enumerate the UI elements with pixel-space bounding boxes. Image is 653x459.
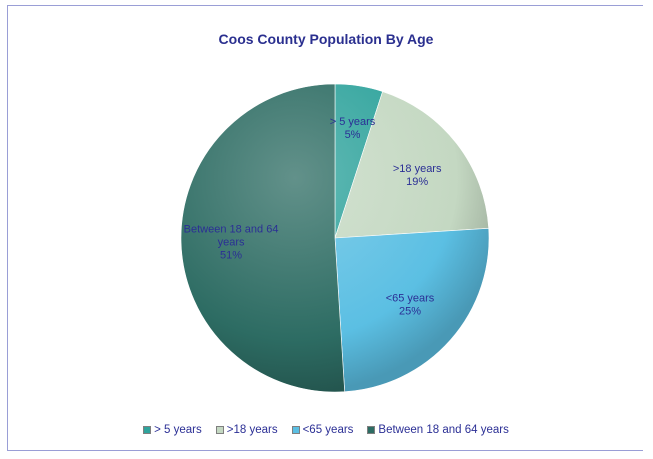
legend-swatch-under-65 [291, 426, 300, 434]
slice-percent-under-65: 25% [399, 306, 421, 318]
legend-item-18-to-64: Between 18 and 64 years [367, 424, 509, 436]
legend-item-under-5: > 5 years [143, 424, 202, 436]
legend-label-18-to-64: Between 18 and 64 years [378, 424, 509, 436]
pie-slice-over-18 [334, 91, 490, 239]
slice-percent-over-18: 19% [406, 176, 428, 188]
chart-area: Coos County Population By Age > 5 years 5… [7, 5, 643, 451]
legend-label-over-18: >18 years [226, 424, 278, 436]
legend-swatch-over-18 [215, 426, 224, 434]
slice-label-18-to-64: years [218, 236, 245, 248]
pie-slices [180, 83, 490, 393]
legend-swatch-under-5 [143, 426, 152, 434]
slice-label-18-to-64: Between 18 and 64 [184, 223, 279, 235]
pie-slice-18-to-64 [180, 83, 345, 393]
legend-label-under-5: > 5 years [154, 424, 202, 436]
slice-label-under-5: > 5 years [330, 116, 376, 128]
legend-item-over-18: >18 years [215, 424, 278, 436]
legend-label-under-65: <65 years [302, 424, 354, 436]
legend-item-under-65: <65 years [291, 424, 354, 436]
chart-title: Coos County Population By Age [218, 31, 434, 47]
slice-label-over-18: >18 years [393, 163, 442, 175]
chart-legend: > 5 years >18 years <65 years Between 18… [8, 424, 644, 436]
slice-label-under-65: <65 years [386, 293, 435, 305]
pie-slice-under-65 [334, 228, 490, 393]
slice-percent-under-5: 5% [345, 129, 361, 141]
slice-percent-18-to-64: 51% [220, 249, 242, 261]
legend-swatch-18-to-64 [367, 426, 376, 434]
